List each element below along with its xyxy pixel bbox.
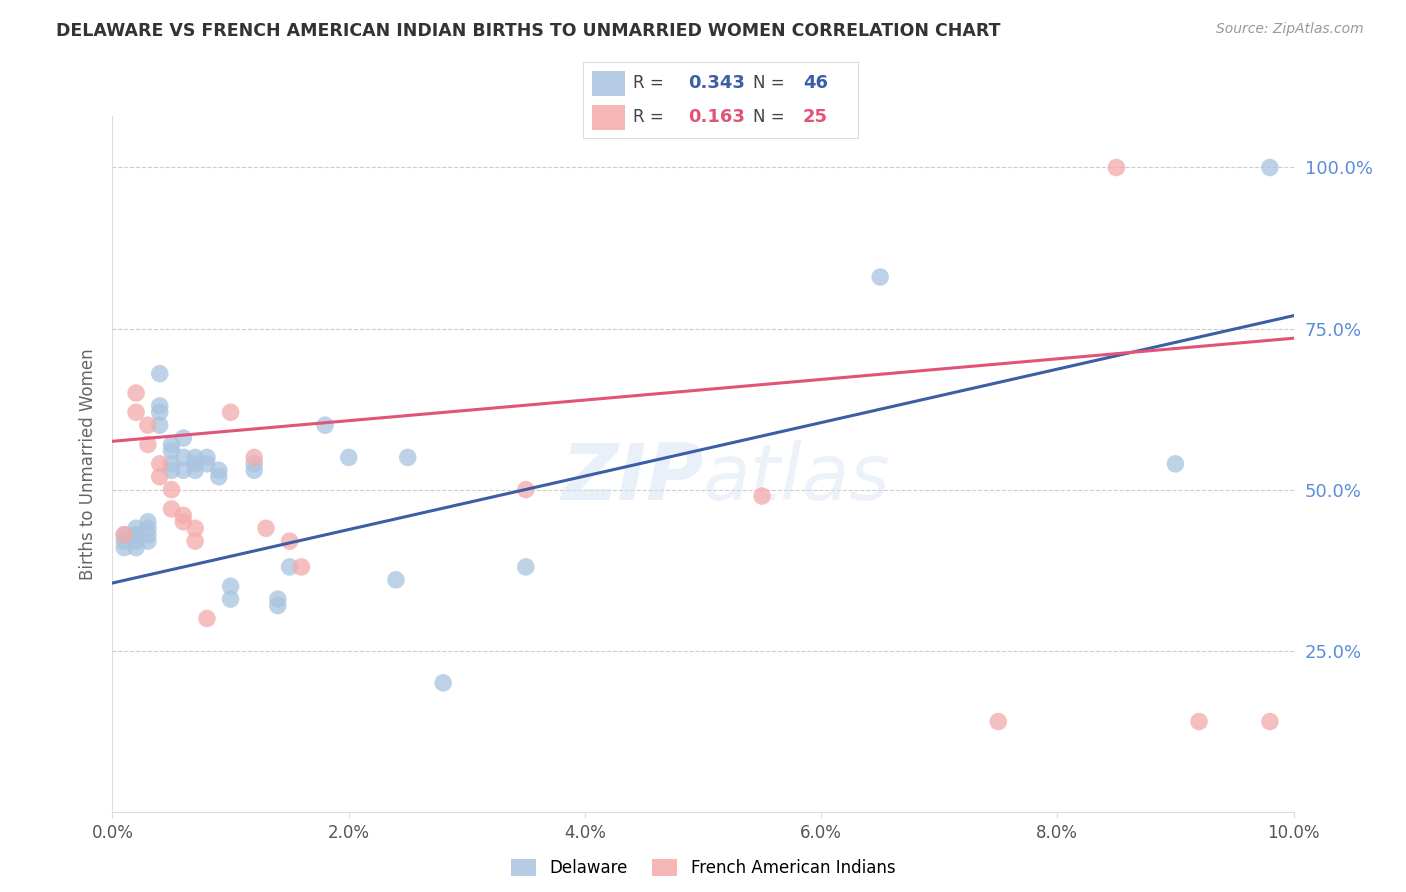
Text: Source: ZipAtlas.com: Source: ZipAtlas.com [1216, 22, 1364, 37]
Point [112, 534, 135, 549]
Point [219, 592, 242, 607]
Point [208, 469, 231, 483]
Text: 46: 46 [803, 74, 828, 92]
Point [254, 521, 277, 535]
Point [278, 560, 301, 574]
Point [136, 527, 159, 541]
Point [195, 611, 218, 625]
Text: R =: R = [633, 74, 669, 92]
Point [1258, 161, 1281, 175]
Point [243, 463, 266, 477]
Point [160, 483, 183, 497]
Point [160, 444, 183, 458]
Point [219, 579, 242, 593]
Legend: Delaware, French American Indians: Delaware, French American Indians [503, 852, 903, 883]
Point [149, 405, 172, 419]
Point [184, 457, 207, 471]
Point [869, 270, 891, 285]
Point [1258, 714, 1281, 729]
Point [184, 450, 207, 465]
Text: atlas: atlas [703, 440, 891, 516]
Point [290, 560, 312, 574]
Point [751, 489, 773, 503]
Text: R =: R = [633, 109, 669, 127]
Point [1105, 161, 1128, 175]
Point [172, 515, 194, 529]
Point [136, 515, 159, 529]
Text: N =: N = [754, 74, 790, 92]
Point [125, 534, 148, 549]
Point [243, 450, 266, 465]
Point [136, 418, 159, 433]
Point [149, 469, 172, 483]
Point [195, 450, 218, 465]
Point [1188, 714, 1211, 729]
Point [160, 457, 183, 471]
Point [160, 463, 183, 477]
Point [172, 508, 194, 523]
Point [172, 463, 194, 477]
Point [385, 573, 408, 587]
Point [987, 714, 1010, 729]
Point [149, 418, 172, 433]
Point [195, 457, 218, 471]
Point [125, 527, 148, 541]
Text: ZIP: ZIP [561, 440, 703, 516]
Point [160, 437, 183, 451]
Point [125, 541, 148, 555]
Text: 0.343: 0.343 [688, 74, 745, 92]
Text: DELAWARE VS FRENCH AMERICAN INDIAN BIRTHS TO UNMARRIED WOMEN CORRELATION CHART: DELAWARE VS FRENCH AMERICAN INDIAN BIRTH… [56, 22, 1001, 40]
Point [267, 599, 290, 613]
Point [184, 521, 207, 535]
Point [208, 463, 231, 477]
Point [337, 450, 360, 465]
Point [112, 527, 135, 541]
Point [396, 450, 419, 465]
Point [112, 527, 135, 541]
Point [1164, 457, 1187, 471]
Bar [592, 105, 624, 130]
Point [184, 534, 207, 549]
Point [172, 431, 194, 445]
Point [149, 367, 172, 381]
Point [136, 521, 159, 535]
Text: 25: 25 [803, 109, 828, 127]
Point [136, 437, 159, 451]
Point [515, 483, 537, 497]
Point [160, 502, 183, 516]
Y-axis label: Births to Unmarried Women: Births to Unmarried Women [79, 348, 97, 580]
Point [125, 527, 148, 541]
Text: 0.163: 0.163 [688, 109, 745, 127]
Point [149, 457, 172, 471]
Point [172, 450, 194, 465]
Point [149, 399, 172, 413]
Text: N =: N = [754, 109, 790, 127]
Point [515, 560, 537, 574]
Point [243, 457, 266, 471]
Point [184, 463, 207, 477]
Point [219, 405, 242, 419]
Point [125, 386, 148, 401]
Point [112, 541, 135, 555]
Point [125, 405, 148, 419]
Point [278, 534, 301, 549]
Point [125, 521, 148, 535]
Point [267, 592, 290, 607]
Point [432, 676, 454, 690]
Point [314, 418, 336, 433]
Bar [592, 70, 624, 95]
Point [136, 534, 159, 549]
